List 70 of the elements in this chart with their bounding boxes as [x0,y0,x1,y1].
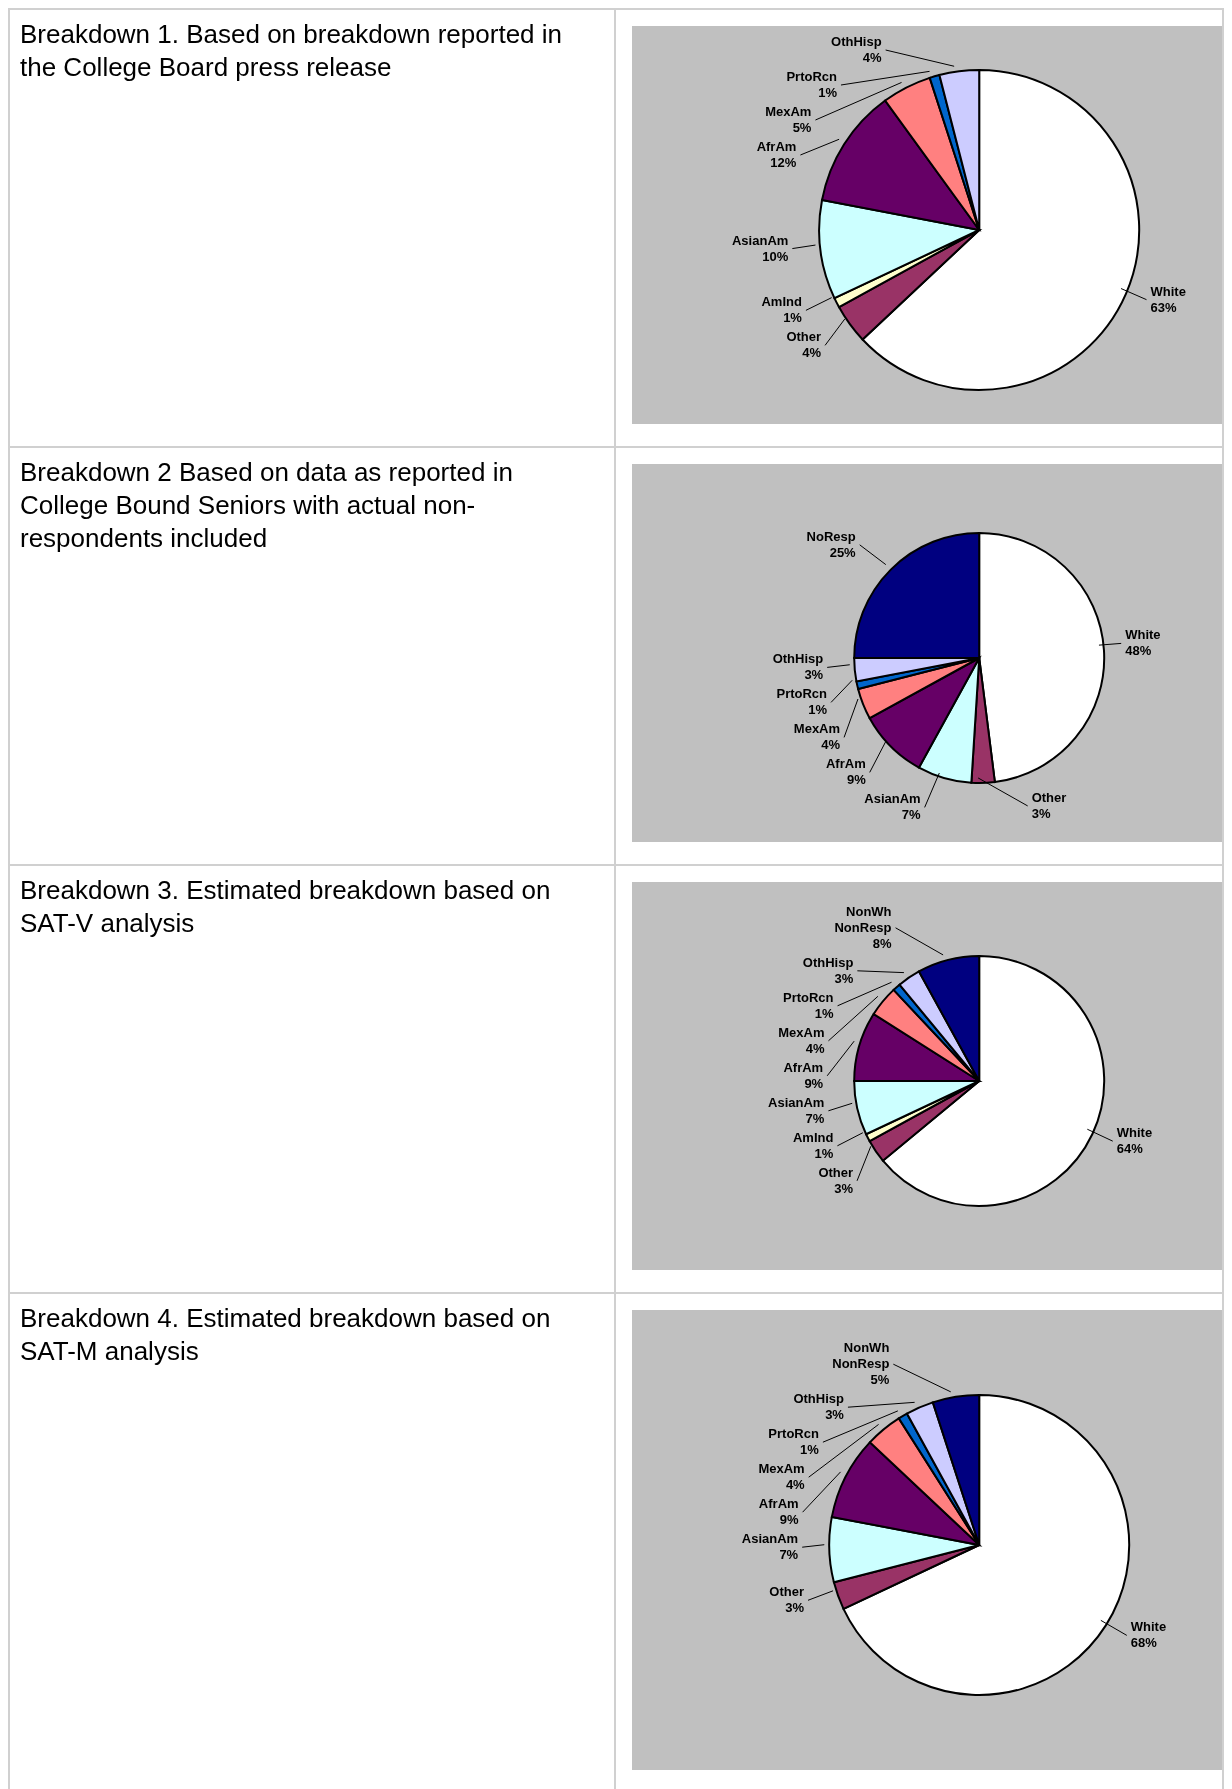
data-label: 12% [770,155,797,170]
data-label: 3% [834,1180,854,1196]
data-label: 3% [834,970,854,986]
slice-label: AmInd [761,294,802,310]
slice-label: PrtoRcn [776,686,828,702]
slice-label: White [1125,627,1161,643]
slice-label: MexAm [793,721,841,737]
data-label: 63% [1150,299,1177,315]
data-label: 1% [783,310,803,326]
slice-label: MexAm [758,1461,805,1477]
slice-label: PrtoRcn [786,69,838,84]
slice-label: White [1130,1619,1167,1635]
data-label: 9% [779,1512,800,1528]
slice-label: NoResp [806,528,856,544]
slice-label: White [1116,1125,1153,1141]
slice-label: AfrAm [825,756,866,772]
slice-label: OthHisp [802,954,854,970]
data-label: 5% [792,120,812,135]
data-label: 1% [818,85,838,100]
data-label: 3% [825,1407,845,1423]
text: Breakdown 2 Based on data as reported in College Bound Seniors with actual non-respondents included [20,457,513,553]
slice-label: NonWh NonResp [834,903,892,935]
data-label: 7% [805,1110,825,1126]
data-label: 1% [814,1145,834,1161]
slice-label: MexAm [778,1024,825,1040]
data-label: 3% [785,1600,805,1616]
slice-label: NonWh NonResp [832,1340,890,1372]
data-label: 5% [870,1372,890,1388]
slice-label: Other [818,1164,854,1180]
slice-label: PrtoRcn [782,989,834,1005]
data-label: 7% [779,1547,799,1563]
slice-label: White [1150,283,1186,299]
slice-label: AfrAm [756,139,797,154]
data-label: 10% [762,248,789,264]
data-label: 4% [802,345,822,361]
data-label: 4% [785,1477,806,1493]
data-label: 4% [862,50,883,65]
slice-label: AsianAm [768,1094,825,1110]
slice-label: OthHisp [831,34,882,49]
slice-label: Other [769,1584,804,1600]
slice-label: AsianAm [864,791,921,807]
text: Breakdown 1. Based on breakdown reported in the College Board press release [20,19,563,82]
slice-label: AmInd [792,1129,834,1145]
slice-label: AfrAm [758,1496,799,1512]
slice-label: OthHisp [772,651,824,667]
data-label: 68% [1130,1635,1158,1651]
slice-label: MexAm [765,104,812,119]
data-label: 1% [814,1005,834,1021]
data-label: 3% [1031,805,1051,821]
slice-label: Other [786,329,822,345]
slice-label: OthHisp [793,1391,844,1407]
data-label: 4% [805,1040,825,1056]
text: Breakdown 3. Estimated breakdown based on SAT-V analysis [20,875,551,938]
data-label: 48% [1125,643,1152,659]
data-label: 1% [808,702,828,718]
data-label: 9% [846,772,867,788]
data-label: 9% [804,1075,824,1091]
slice-label: AfrAm [783,1059,824,1075]
data-label: 4% [821,737,841,753]
data-label: 7% [901,807,922,823]
slice-label: PrtoRcn [768,1426,819,1442]
text: Breakdown 4. Estimated breakdown based on SAT-M analysis [20,1303,551,1366]
slice-label: AsianAm [732,232,789,248]
data-label: 3% [804,667,824,683]
data-label: 64% [1116,1141,1144,1157]
data-label: 8% [872,935,892,951]
data-label: 25% [829,544,857,560]
slice-label: AsianAm [741,1531,799,1547]
data-label: 1% [800,1442,820,1458]
slice-label: Other [1031,789,1067,805]
